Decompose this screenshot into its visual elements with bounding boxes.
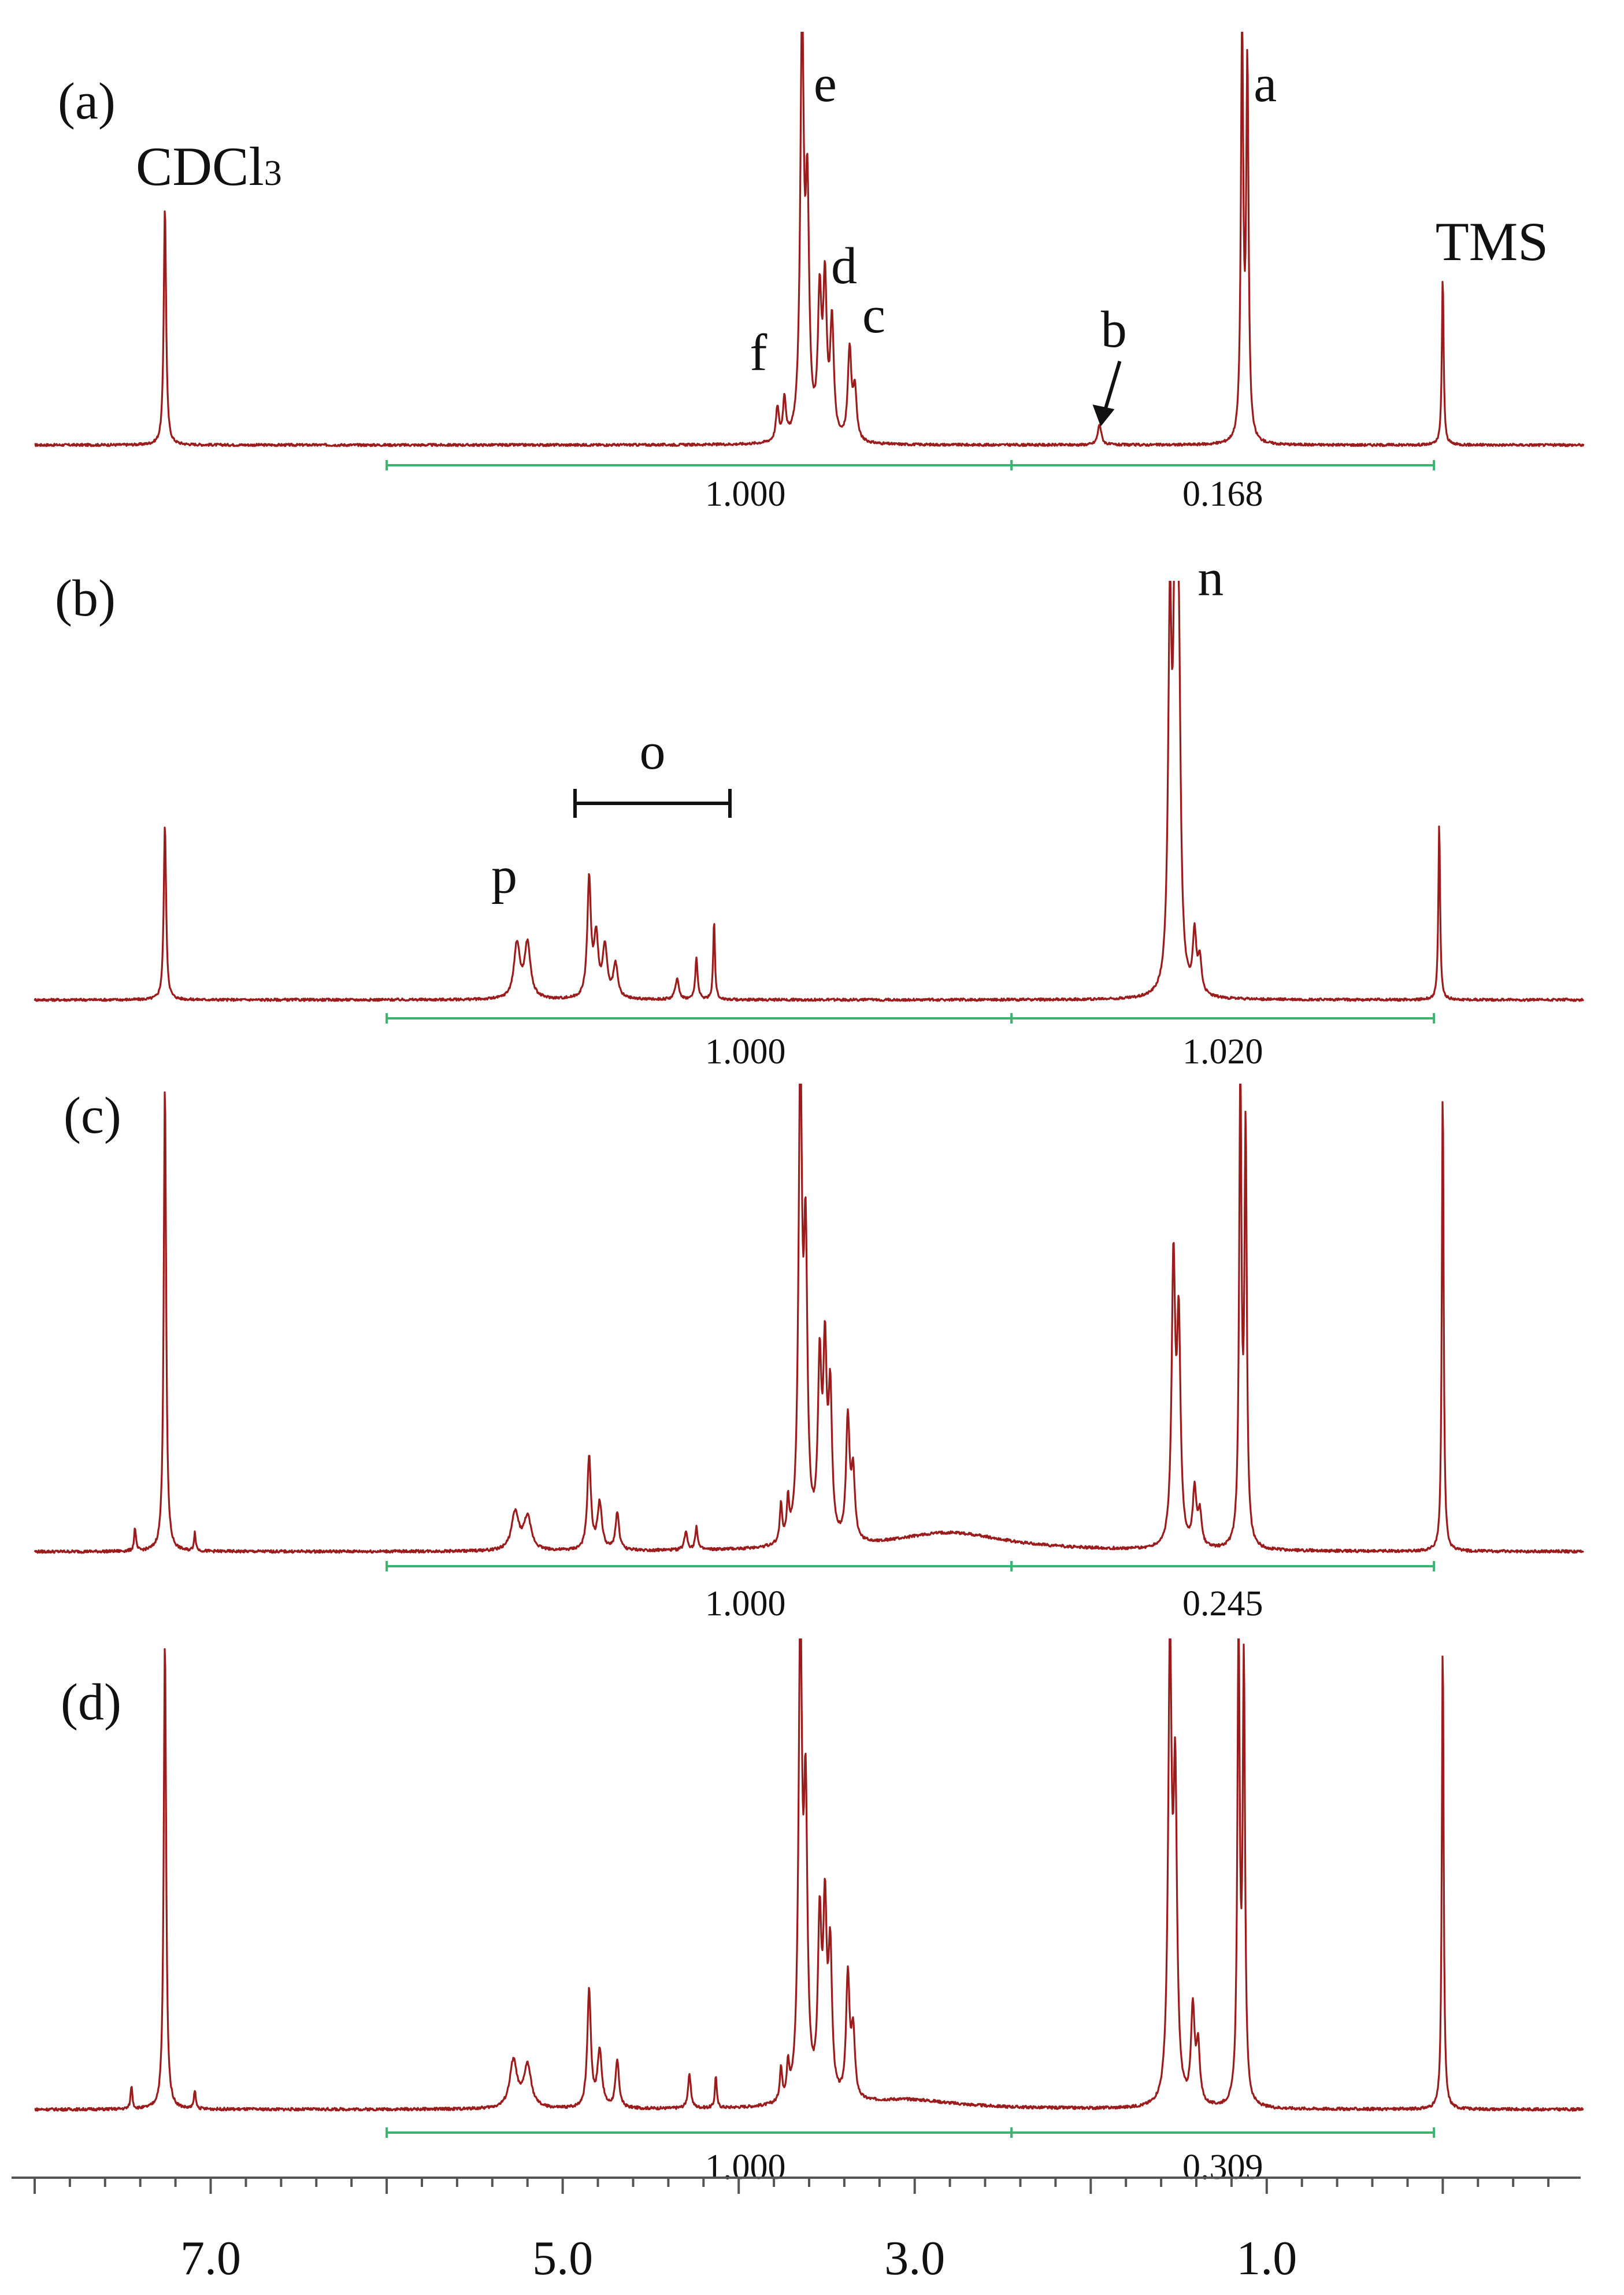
spectrum-panel: (b) n p o 1.000 1.020 xyxy=(34,550,1585,1072)
panel-label: (a) xyxy=(58,73,116,130)
peak-annotation: o xyxy=(640,723,666,780)
axis-tick-label: 7.0 xyxy=(180,2231,241,2285)
integral-value: 0.309 xyxy=(1182,2148,1263,2187)
peak-annotation: f xyxy=(750,324,767,381)
spectrum-trace xyxy=(34,1638,1584,2112)
spectrum-panel: (a) CDCl3 e dc f b a TMS 1.000 0.168 xyxy=(34,32,1585,514)
spectra-panels: (a) CDCl3 e dc f b a TMS 1.000 0.168 (b) n p o 1.000 1.… xyxy=(34,32,1585,2187)
peak-annotation: p xyxy=(491,847,517,904)
peak-annotation: n xyxy=(1197,550,1223,607)
integral-value: 1.000 xyxy=(705,1584,786,1623)
spectrum-trace xyxy=(34,581,1585,1002)
integral-value: 0.245 xyxy=(1182,1584,1263,1623)
peak-annotation: a xyxy=(1254,55,1277,113)
integral-value: 1.020 xyxy=(1182,1032,1263,1072)
peak-annotation: d xyxy=(831,238,857,295)
peak-annotation: CDCl3 xyxy=(136,136,282,197)
spectrum-panel: (c) 1.000 0.245 xyxy=(34,1084,1584,1623)
axis-tick-label: 3.0 xyxy=(884,2231,945,2285)
panel-label: (b) xyxy=(55,570,116,627)
integral-value: 0.168 xyxy=(1182,474,1263,514)
integral-value: 1.000 xyxy=(705,2148,786,2187)
integral-value: 1.000 xyxy=(705,1032,786,1072)
integral-value: 1.000 xyxy=(705,474,786,514)
spectrum-trace xyxy=(34,32,1585,447)
panel-label: (d) xyxy=(61,1674,121,1731)
peak-annotation: b xyxy=(1101,301,1127,358)
spectrum-trace xyxy=(34,1084,1584,1554)
arrow-head xyxy=(1092,405,1115,427)
peak-annotation: c xyxy=(862,287,885,344)
bracket-o xyxy=(573,789,732,818)
axis-tick-label: 5.0 xyxy=(532,2231,593,2285)
ppm-axis: 7.0 5.0 3.0 1.0 xyxy=(12,2177,1581,2285)
arrow-b xyxy=(1102,361,1122,414)
axis-tick-label: 1.0 xyxy=(1236,2231,1297,2285)
peak-annotation: e xyxy=(814,55,837,113)
panel-label: (c) xyxy=(64,1087,121,1144)
peak-annotation: TMS xyxy=(1436,211,1548,272)
